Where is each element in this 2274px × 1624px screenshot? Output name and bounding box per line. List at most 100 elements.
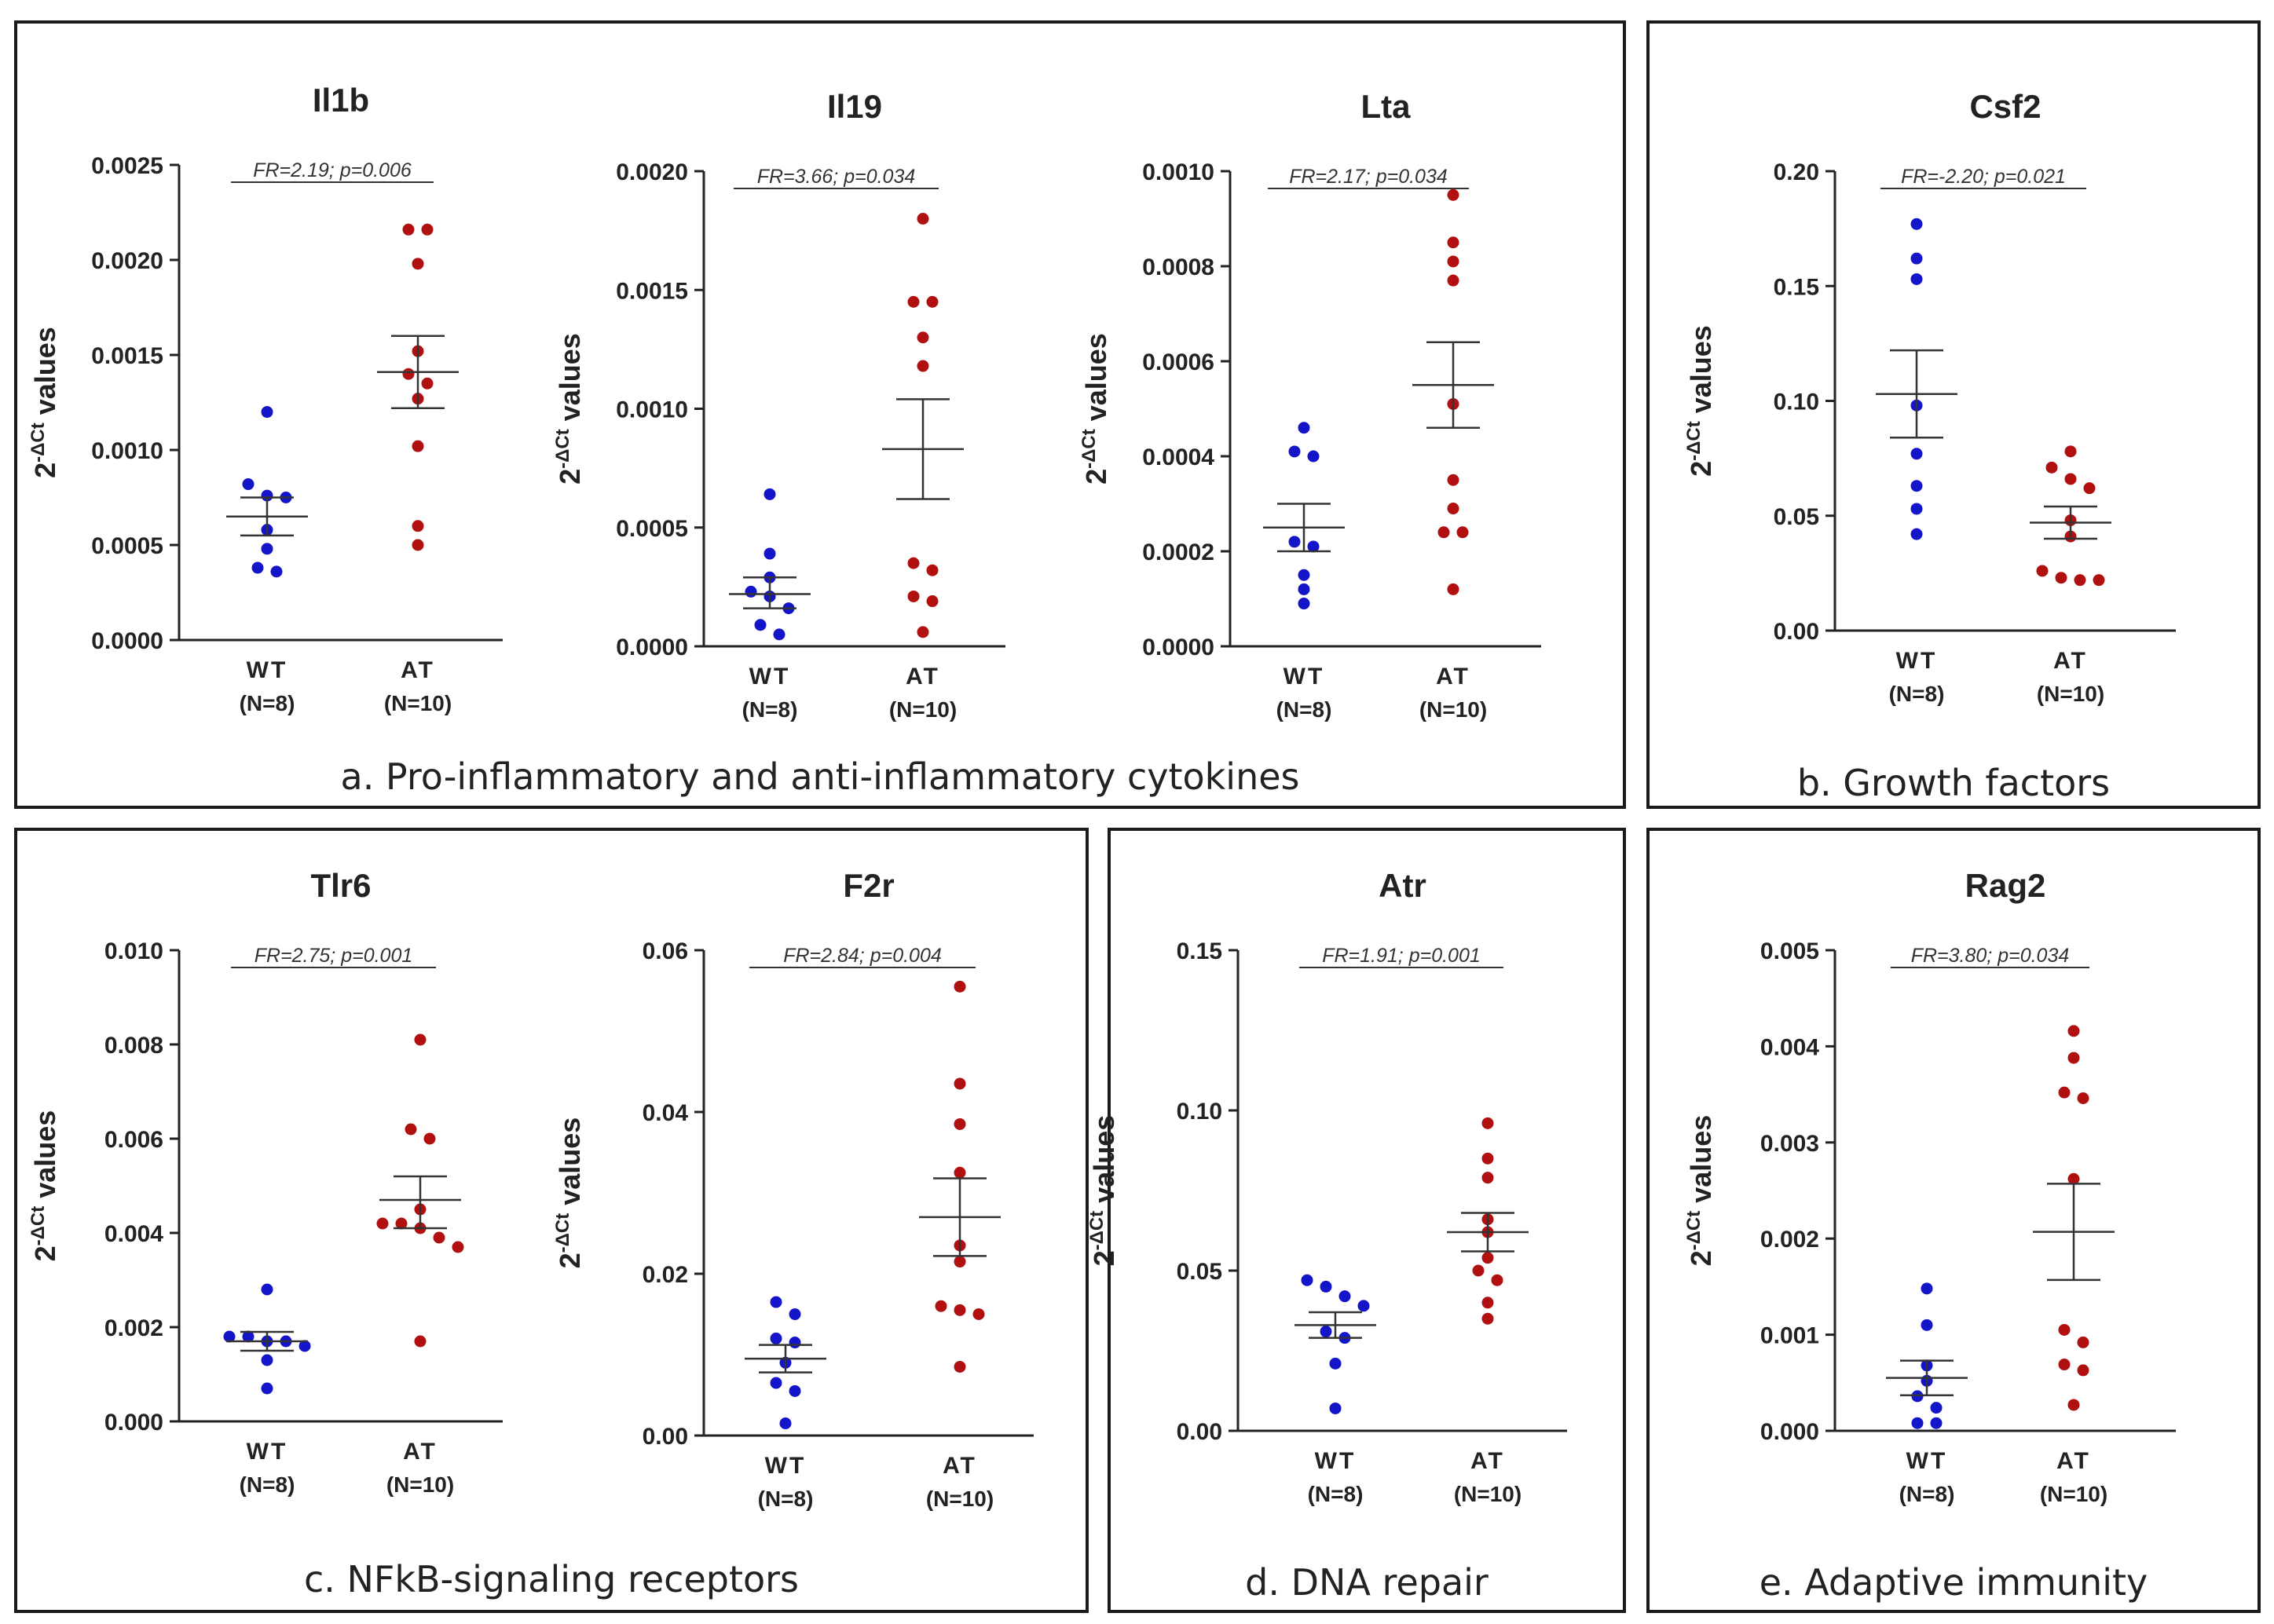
chart-title: F2r <box>843 867 894 904</box>
x-category-n-label: (N=10) <box>2040 1482 2107 1506</box>
data-point-at <box>412 540 424 551</box>
data-point-at <box>908 591 920 602</box>
data-point-at <box>2068 1025 2080 1037</box>
data-point-wt <box>1911 448 1923 459</box>
y-label-base: 2 <box>29 1245 61 1261</box>
chart-csf2: Csf2 0.00 0.05 0.10 0.15 0.20 2-ΔCt values FR=-… <box>1683 88 2176 706</box>
data-point-wt <box>1289 536 1301 547</box>
y-tick-label: 0.05 <box>1177 1259 1222 1285</box>
data-point-wt <box>1911 218 1923 230</box>
data-point-at <box>2074 574 2086 586</box>
y-tick-label: 0.0002 <box>1142 540 1214 565</box>
data-point-wt <box>771 1297 782 1308</box>
data-point-at <box>2068 1052 2080 1064</box>
data-point-wt <box>764 488 776 500</box>
x-category-label: WT <box>1896 648 1938 674</box>
y-axis-label: 2-ΔCt values <box>1683 325 1717 477</box>
data-point-wt <box>755 619 767 631</box>
data-point-at <box>377 1218 389 1230</box>
y-label-suffix: values <box>1088 1115 1120 1211</box>
chart-il19: Il190.00000.00050.00100.00150.00202-ΔCt … <box>552 88 1005 722</box>
x-category-label: WT <box>749 664 791 689</box>
data-point-wt <box>1298 598 1310 609</box>
significance-annotation: FR=2.75; p=0.001 <box>254 945 413 967</box>
significance-annotation: FR=1.91; p=0.001 <box>1322 945 1481 967</box>
y-tick-label: 0.10 <box>1774 390 1819 415</box>
x-category-label: AT <box>403 1439 438 1465</box>
y-tick-label: 0.0010 <box>616 397 688 423</box>
data-point-wt <box>1320 1281 1332 1293</box>
chart-title: Rag2 <box>1965 867 2046 904</box>
y-tick-label: 0.005 <box>1760 938 1819 964</box>
data-point-at <box>1473 1265 1485 1277</box>
y-tick-label: 0.05 <box>1774 504 1819 530</box>
data-point-wt <box>771 1333 782 1344</box>
data-point-at <box>1448 275 1459 287</box>
data-point-at <box>405 1124 417 1136</box>
significance-annotation: FR=2.84; p=0.004 <box>783 945 942 967</box>
data-point-at <box>2059 1359 2071 1370</box>
y-tick-label: 0.002 <box>104 1315 163 1341</box>
data-point-at <box>908 558 920 569</box>
y-tick-label: 0.06 <box>643 938 688 964</box>
data-point-wt <box>1911 503 1923 514</box>
x-category-n-label: (N=10) <box>386 1472 454 1497</box>
x-category-label: WT <box>247 657 288 683</box>
y-label-suffix: values <box>1685 325 1717 421</box>
x-category-n-label: (N=8) <box>240 691 295 715</box>
data-point-at <box>1482 1313 1494 1325</box>
data-point-at <box>2084 482 2096 494</box>
data-point-at <box>1482 1297 1494 1308</box>
y-tick-label: 0.000 <box>104 1410 163 1436</box>
x-category-label: WT <box>765 1453 807 1479</box>
y-axis-label: 2-ΔCt values <box>27 327 61 478</box>
data-point-at <box>434 1232 445 1244</box>
chart-title: Csf2 <box>1969 88 2041 125</box>
data-point-wt <box>771 1377 782 1389</box>
significance-annotation: FR=2.17; p=0.034 <box>1289 166 1448 188</box>
chart-il1b: Il1b0.00000.00050.00100.00150.00200.0025… <box>27 82 503 715</box>
data-point-at <box>1448 474 1459 486</box>
data-point-at <box>2059 1087 2071 1099</box>
data-point-wt <box>1339 1290 1351 1302</box>
data-point-wt <box>1298 569 1310 581</box>
chart-tlr6: Tlr6 0.000 0.002 0.004 0.006 0.008 0.010 2-ΔCt … <box>27 867 503 1497</box>
y-tick-label: 0.008 <box>104 1033 163 1059</box>
x-category-n-label: (N=8) <box>1899 1482 1955 1506</box>
data-point-wt <box>262 406 273 418</box>
x-category-n-label: (N=10) <box>926 1487 994 1511</box>
data-point-at <box>1482 1252 1494 1264</box>
y-label-superscript: -ΔCt <box>1683 1211 1705 1251</box>
data-point-wt <box>262 1355 273 1366</box>
data-point-wt <box>1298 422 1310 433</box>
y-tick-label: 0.02 <box>643 1262 688 1288</box>
y-tick-label: 0.00 <box>1177 1419 1222 1445</box>
y-label-base: 2 <box>1088 1250 1120 1266</box>
data-point-at <box>2037 565 2049 576</box>
data-point-at <box>908 296 920 308</box>
y-label-base: 2 <box>1685 1250 1717 1266</box>
y-tick-label: 0.10 <box>1177 1099 1222 1125</box>
significance-annotation: FR=3.66; p=0.034 <box>757 166 916 188</box>
data-point-at <box>412 441 424 452</box>
y-axis-label: 2-ΔCt values <box>27 1110 61 1262</box>
data-point-at <box>2078 1337 2089 1348</box>
data-point-wt <box>1330 1358 1342 1370</box>
data-point-at <box>1448 583 1459 595</box>
data-point-at <box>415 1034 427 1046</box>
y-label-superscript: -ΔCt <box>552 1213 573 1253</box>
x-category-n-label: (N=10) <box>889 697 957 722</box>
data-point-at <box>1438 526 1450 538</box>
chart-title: Il19 <box>827 88 882 125</box>
data-point-at <box>422 378 434 390</box>
data-point-at <box>1448 236 1459 248</box>
y-label-suffix: values <box>1685 1115 1717 1211</box>
y-label-suffix: values <box>554 333 586 429</box>
data-point-wt <box>252 562 264 574</box>
y-tick-label: 0.0015 <box>91 343 163 369</box>
data-point-wt <box>1911 480 1923 492</box>
data-point-wt <box>774 628 785 640</box>
y-tick-label: 0.0020 <box>91 248 163 274</box>
y-tick-label: 0.010 <box>104 938 163 964</box>
data-point-at <box>2065 445 2077 457</box>
